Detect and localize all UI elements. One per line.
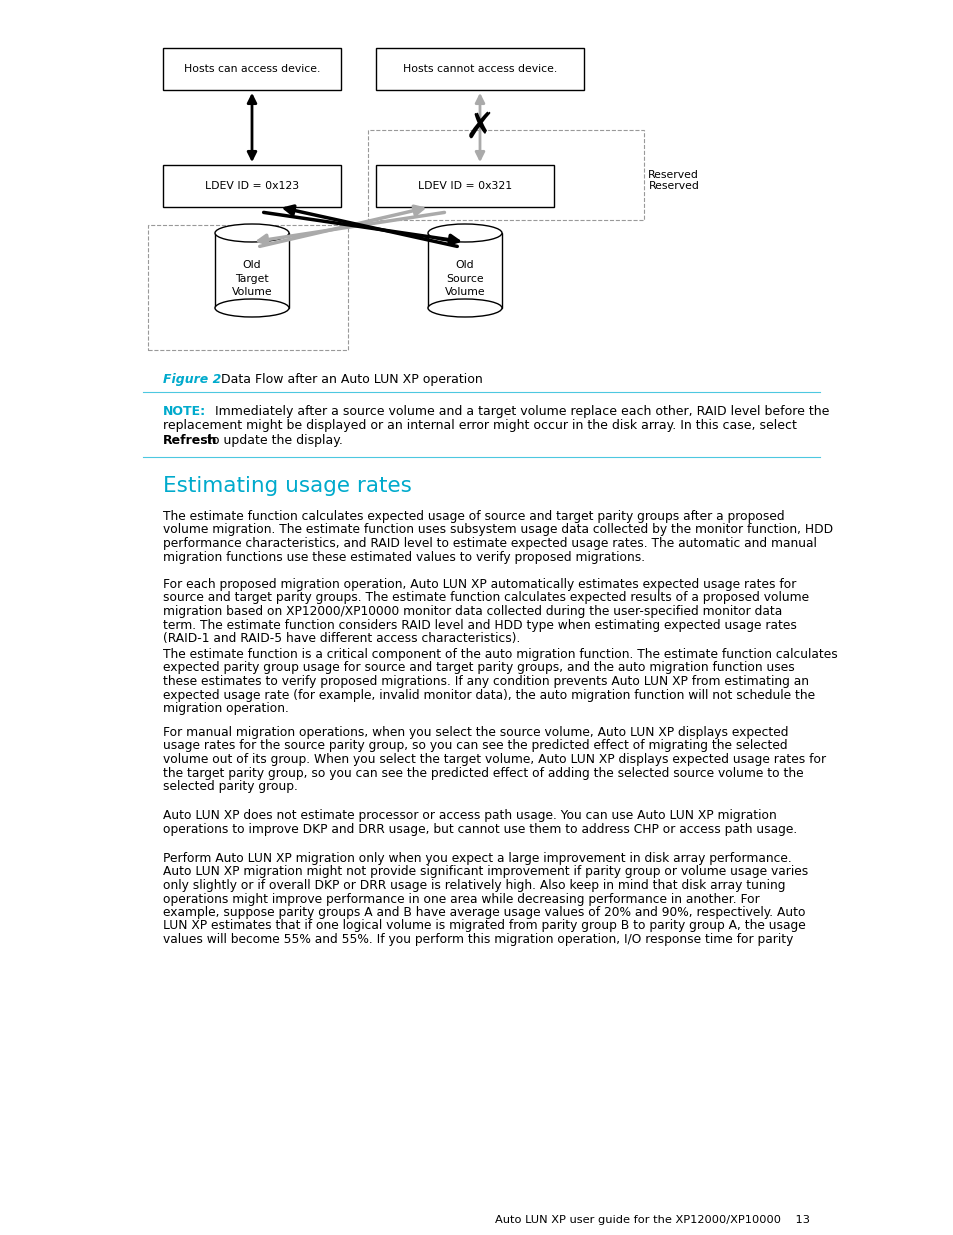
Text: volume migration. The estimate function uses subsystem usage data collected by t: volume migration. The estimate function … xyxy=(163,524,832,536)
Text: migration based on XP12000/XP10000 monitor data collected during the user-specif: migration based on XP12000/XP10000 monit… xyxy=(163,605,781,618)
Text: LUN XP estimates that if one logical volume is migrated from parity group B to p: LUN XP estimates that if one logical vol… xyxy=(163,920,805,932)
Text: the target parity group, so you can see the predicted effect of adding the selec: the target parity group, so you can see … xyxy=(163,767,802,779)
Text: Hosts cannot access device.: Hosts cannot access device. xyxy=(402,64,557,74)
Text: LDEV ID = 0x321: LDEV ID = 0x321 xyxy=(417,182,512,191)
Ellipse shape xyxy=(428,224,501,242)
Ellipse shape xyxy=(214,224,289,242)
Text: Estimating usage rates: Estimating usage rates xyxy=(163,475,412,496)
Text: Old
Source
Volume: Old Source Volume xyxy=(444,261,485,296)
Text: source and target parity groups. The estimate function calculates expected resul: source and target parity groups. The est… xyxy=(163,592,808,604)
Bar xyxy=(375,48,583,90)
Bar xyxy=(428,233,501,308)
Text: volume out of its group. When you select the target volume, Auto LUN XP displays: volume out of its group. When you select… xyxy=(163,753,825,766)
Ellipse shape xyxy=(428,299,501,317)
Text: Perform Auto LUN XP migration only when you expect a large improvement in disk a: Perform Auto LUN XP migration only when … xyxy=(163,852,791,864)
Text: Auto LUN XP user guide for the XP12000/XP10000    13: Auto LUN XP user guide for the XP12000/X… xyxy=(495,1215,809,1225)
Text: usage rates for the source parity group, so you can see the predicted effect of : usage rates for the source parity group,… xyxy=(163,740,787,752)
Text: term. The estimate function considers RAID level and HDD type when estimating ex: term. The estimate function considers RA… xyxy=(163,619,796,631)
Ellipse shape xyxy=(214,299,289,317)
Text: Old
Target
Volume: Old Target Volume xyxy=(232,261,272,296)
Bar xyxy=(163,165,340,207)
Text: selected parity group.: selected parity group. xyxy=(163,781,297,793)
Text: Reserved: Reserved xyxy=(648,182,700,191)
Text: expected parity group usage for source and target parity groups, and the auto mi: expected parity group usage for source a… xyxy=(163,662,794,674)
Text: The estimate function is a critical component of the auto migration function. Th: The estimate function is a critical comp… xyxy=(163,648,837,661)
Bar xyxy=(368,130,643,220)
Text: only slightly or if overall DKP or DRR usage is relatively high. Also keep in mi: only slightly or if overall DKP or DRR u… xyxy=(163,879,784,892)
Text: ✗: ✗ xyxy=(464,110,495,144)
Text: operations to improve DKP and DRR usage, but cannot use them to address CHP or a: operations to improve DKP and DRR usage,… xyxy=(163,823,797,836)
Text: Immediately after a source volume and a target volume replace each other, RAID l: Immediately after a source volume and a … xyxy=(214,405,828,417)
Text: to update the display.: to update the display. xyxy=(207,433,342,447)
Text: operations might improve performance in one area while decreasing performance in: operations might improve performance in … xyxy=(163,893,759,905)
Text: Auto LUN XP does not estimate processor or access path usage. You can use Auto L: Auto LUN XP does not estimate processor … xyxy=(163,809,776,823)
Text: Data Flow after an Auto LUN XP operation: Data Flow after an Auto LUN XP operation xyxy=(213,373,482,387)
Text: values will become 55% and 55%. If you perform this migration operation, I/O res: values will become 55% and 55%. If you p… xyxy=(163,932,793,946)
Bar xyxy=(148,225,348,350)
Text: NOTE:: NOTE: xyxy=(163,405,206,417)
Text: Auto LUN XP migration might not provide significant improvement if parity group : Auto LUN XP migration might not provide … xyxy=(163,866,807,878)
Text: LDEV ID = 0x123: LDEV ID = 0x123 xyxy=(205,182,298,191)
Bar xyxy=(163,48,340,90)
Text: these estimates to verify proposed migrations. If any condition prevents Auto LU: these estimates to verify proposed migra… xyxy=(163,676,808,688)
Bar xyxy=(375,165,554,207)
Text: Reserved: Reserved xyxy=(647,170,699,180)
Text: The estimate function calculates expected usage of source and target parity grou: The estimate function calculates expecte… xyxy=(163,510,783,522)
Text: performance characteristics, and RAID level to estimate expected usage rates. Th: performance characteristics, and RAID le… xyxy=(163,537,816,550)
Text: Refresh: Refresh xyxy=(163,433,217,447)
Text: example, suppose parity groups A and B have average usage values of 20% and 90%,: example, suppose parity groups A and B h… xyxy=(163,906,804,919)
Text: Figure 2: Figure 2 xyxy=(163,373,221,387)
Text: migration operation.: migration operation. xyxy=(163,701,289,715)
Text: replacement might be displayed or an internal error might occur in the disk arra: replacement might be displayed or an int… xyxy=(163,420,796,432)
Text: (RAID-1 and RAID-5 have different access characteristics).: (RAID-1 and RAID-5 have different access… xyxy=(163,632,519,645)
Text: expected usage rate (for example, invalid monitor data), the auto migration func: expected usage rate (for example, invali… xyxy=(163,688,814,701)
Text: For each proposed migration operation, Auto LUN XP automatically estimates expec: For each proposed migration operation, A… xyxy=(163,578,796,592)
Text: For manual migration operations, when you select the source volume, Auto LUN XP : For manual migration operations, when yo… xyxy=(163,726,788,739)
Text: Hosts can access device.: Hosts can access device. xyxy=(184,64,320,74)
Text: migration functions use these estimated values to verify proposed migrations.: migration functions use these estimated … xyxy=(163,551,644,563)
Bar xyxy=(214,233,289,308)
